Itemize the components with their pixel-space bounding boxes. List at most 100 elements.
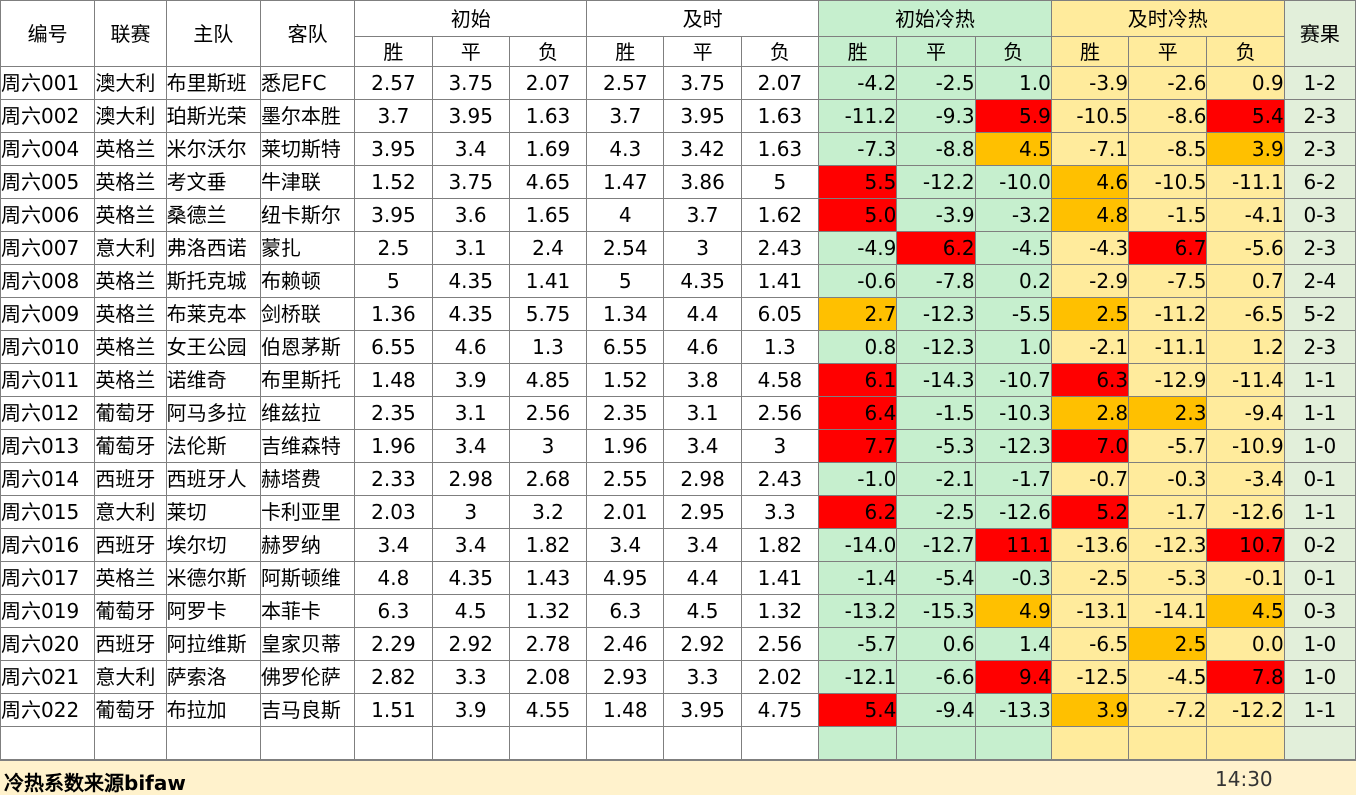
- cell-live-cold-win: -7.1: [1050, 132, 1130, 166]
- cell-live-cold-win: -13.6: [1050, 528, 1130, 562]
- cell-live-cold-loss: 4.5: [1206, 594, 1285, 628]
- cell-initial-cold-loss: -12.3: [974, 429, 1052, 463]
- cell-live-cold-win: 6.3: [1050, 363, 1130, 397]
- cell-initial-cold-draw: -5.3: [896, 429, 976, 463]
- cell-live-draw: 3.7: [663, 198, 742, 232]
- cell-live-win: 1.96: [586, 429, 665, 463]
- cell-initial-cold-draw: -2.5: [896, 66, 976, 100]
- cell-live-cold-loss: 5.4: [1206, 99, 1285, 133]
- cell-initial-cold-draw: -12.3: [896, 297, 976, 331]
- cell-league: 英格兰: [94, 198, 167, 232]
- cell-initial-loss: 1.43: [508, 561, 588, 595]
- cell-initial-draw: 3.9: [431, 363, 510, 397]
- cell-initial-draw: 3.75: [431, 66, 510, 100]
- cell-live-loss: 2.43: [740, 462, 820, 496]
- table-row: 周六012 葡萄牙 阿马多拉 维兹拉 2.35 3.1 2.56 2.35 3.1 2.56 6.4…: [0, 396, 1356, 430]
- cell-initial-cold-draw: -3.9: [896, 198, 976, 232]
- cell-initial-loss: 3.2: [508, 495, 588, 529]
- sub-initial-draw: 平: [431, 36, 510, 67]
- cell-live-draw: 3.86: [663, 165, 742, 199]
- cell-initial-cold-win: 5.5: [818, 165, 898, 199]
- cell-initial-cold-win: 6.2: [818, 495, 898, 529]
- cell-initial-win: 2.82: [354, 660, 433, 694]
- cell-initial-cold-win: 5.4: [818, 693, 898, 727]
- cell-initial-win: 5: [354, 264, 433, 298]
- cell-live-cold-loss: -11.4: [1206, 363, 1285, 397]
- empty-cell: [1206, 726, 1285, 760]
- cell-id: 周六001: [0, 66, 96, 100]
- cell-initial-win: 3.95: [354, 132, 433, 166]
- sub-initial-cold-draw: 平: [896, 36, 976, 67]
- empty-cell: [740, 726, 820, 760]
- cell-live-cold-draw: 2.3: [1128, 396, 1208, 430]
- cell-away: 吉维森特: [259, 429, 356, 463]
- cell-id: 周六008: [0, 264, 96, 298]
- cell-initial-cold-loss: 0.2: [974, 264, 1052, 298]
- cell-initial-cold-draw: -2.1: [896, 462, 976, 496]
- cell-result: 1-0: [1283, 627, 1356, 661]
- cell-live-cold-loss: 3.9: [1206, 132, 1285, 166]
- cell-home: 阿罗卡: [165, 594, 261, 628]
- cell-home: 萨索洛: [165, 660, 261, 694]
- cell-live-win: 6.3: [586, 594, 665, 628]
- cell-initial-draw: 3.1: [431, 396, 510, 430]
- cell-result: 1-0: [1283, 429, 1356, 463]
- cell-initial-cold-loss: -10.3: [974, 396, 1052, 430]
- cell-live-win: 2.57: [586, 66, 665, 100]
- cell-live-cold-draw: -1.7: [1128, 495, 1208, 529]
- cell-live-cold-draw: -11.2: [1128, 297, 1208, 331]
- cell-result: 1-1: [1283, 363, 1356, 397]
- cell-league: 西班牙: [94, 462, 167, 496]
- cell-live-cold-win: 4.6: [1050, 165, 1130, 199]
- cell-initial-win: 2.5: [354, 231, 433, 265]
- cell-id: 周六021: [0, 660, 96, 694]
- cell-initial-loss: 2.08: [508, 660, 588, 694]
- cell-id: 周六007: [0, 231, 96, 265]
- cell-result: 2-3: [1283, 132, 1356, 166]
- cell-id: 周六014: [0, 462, 96, 496]
- cell-live-cold-draw: -5.3: [1128, 561, 1208, 595]
- cell-live-win: 4.95: [586, 561, 665, 595]
- empty-cell: [1050, 726, 1130, 760]
- empty-row: [0, 726, 1356, 760]
- cell-home: 阿拉维斯: [165, 627, 261, 661]
- cell-live-loss: 1.32: [740, 594, 820, 628]
- cell-live-cold-win: -2.5: [1050, 561, 1130, 595]
- cell-initial-loss: 4.85: [508, 363, 588, 397]
- empty-cell: [1128, 726, 1208, 760]
- header-league: 联赛: [94, 0, 167, 67]
- cell-home: 米德尔斯: [165, 561, 261, 595]
- cell-initial-cold-win: -5.7: [818, 627, 898, 661]
- cell-live-win: 2.55: [586, 462, 665, 496]
- cell-league: 澳大利: [94, 66, 167, 100]
- cell-live-cold-loss: -3.4: [1206, 462, 1285, 496]
- cell-initial-draw: 3.75: [431, 165, 510, 199]
- cell-result: 0-1: [1283, 561, 1356, 595]
- cell-id: 周六013: [0, 429, 96, 463]
- cell-live-win: 1.52: [586, 363, 665, 397]
- cell-league: 澳大利: [94, 99, 167, 133]
- cell-live-loss: 2.43: [740, 231, 820, 265]
- cell-initial-win: 2.57: [354, 66, 433, 100]
- cell-id: 周六015: [0, 495, 96, 529]
- cell-live-cold-draw: 6.7: [1128, 231, 1208, 265]
- cell-initial-draw: 3.95: [431, 99, 510, 133]
- cell-initial-win: 4.8: [354, 561, 433, 595]
- table-row: 周六021 意大利 萨索洛 佛罗伦萨 2.82 3.3 2.08 2.93 3.3 2.02 -12…: [0, 660, 1356, 694]
- cell-initial-cold-win: 0.8: [818, 330, 898, 364]
- cell-initial-win: 2.35: [354, 396, 433, 430]
- cell-live-cold-loss: 0.7: [1206, 264, 1285, 298]
- cell-initial-cold-win: -7.3: [818, 132, 898, 166]
- empty-cell: [1283, 726, 1356, 760]
- cell-initial-cold-win: -4.2: [818, 66, 898, 100]
- cell-initial-cold-win: 7.7: [818, 429, 898, 463]
- cell-initial-win: 3.7: [354, 99, 433, 133]
- cell-home: 斯托克城: [165, 264, 261, 298]
- table-row: 周六015 意大利 莱切 卡利亚里 2.03 3 3.2 2.01 2.95 3.3 6.2 -2.5…: [0, 495, 1356, 529]
- cell-live-draw: 3: [663, 231, 742, 265]
- cell-home: 西班牙人: [165, 462, 261, 496]
- cell-initial-draw: 3.4: [431, 429, 510, 463]
- cell-result: 1-1: [1283, 693, 1356, 727]
- cell-initial-win: 1.36: [354, 297, 433, 331]
- cell-initial-loss: 1.3: [508, 330, 588, 364]
